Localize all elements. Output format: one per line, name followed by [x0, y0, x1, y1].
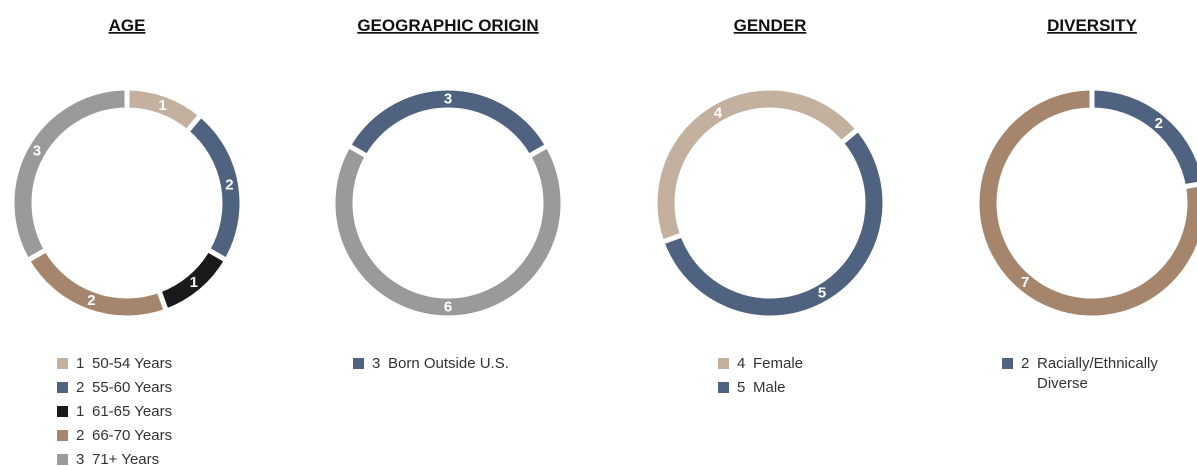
legend-swatch: [57, 358, 68, 369]
segment-label: 6: [444, 299, 452, 316]
legend: 1 50-54 Years 2 55-60 Years 1 61-65 Years 2 66-…: [57, 352, 172, 466]
donut-segment: [658, 125, 888, 321]
segment-label: 7: [1021, 274, 1029, 291]
legend-value: 2: [1021, 355, 1030, 372]
donut-segment: [330, 142, 566, 321]
chart-title: GENDER: [734, 16, 807, 35]
segment-label: 2: [1155, 115, 1163, 132]
segment-label: 2: [87, 292, 95, 309]
legend-item: 1 61-65 Years: [57, 400, 172, 424]
donut-segment: [1089, 85, 1197, 190]
legend-item: 5 Male: [718, 376, 803, 400]
legend-value: 1: [76, 355, 85, 372]
legend-swatch: [718, 382, 729, 393]
legend-label: 50-54 Years: [92, 355, 173, 372]
legend-swatch: [353, 358, 364, 369]
donut-segment: [9, 85, 130, 264]
donut-segment: [23, 246, 170, 321]
legend-swatch: [57, 454, 68, 465]
legend-value: 3: [76, 451, 85, 466]
legend-value: 4: [737, 355, 746, 372]
legend-value: 1: [76, 403, 85, 420]
legend-label: Female: [753, 355, 804, 372]
legend-label: 61-65 Years: [92, 403, 173, 420]
legend-value: 3: [372, 355, 381, 372]
chart-title: GEOGRAPHIC ORIGIN: [357, 16, 538, 35]
legend-value: 2: [76, 427, 85, 444]
legend-item: 2 Racially/Ethnically Diverse: [1002, 352, 1177, 394]
chart-title: DIVERSITY: [1047, 16, 1137, 35]
legend-label: 71+ Years: [92, 451, 160, 466]
donut-segment: [974, 85, 1197, 321]
segment-label: 3: [444, 91, 452, 108]
legend-item: 2 55-60 Years: [57, 376, 172, 400]
legend: 3 Born Outside U.S.: [353, 352, 509, 376]
legend-label: 66-70 Years: [92, 427, 173, 444]
legend-swatch: [1002, 358, 1013, 369]
legend-swatch: [57, 382, 68, 393]
legend-swatch: [57, 430, 68, 441]
segment-label: 3: [33, 143, 41, 160]
legend-label: Male: [753, 379, 786, 396]
legend-item: 1 50-54 Years: [57, 352, 172, 376]
legend-value: 5: [737, 379, 746, 396]
legend-label: Born Outside U.S.: [388, 355, 509, 372]
legend-swatch: [718, 358, 729, 369]
segment-label: 5: [818, 285, 826, 302]
segment-label: 2: [225, 176, 233, 193]
legend-item: 3 Born Outside U.S.: [353, 352, 509, 376]
segment-label: 4: [714, 104, 723, 121]
legend-swatch: [57, 406, 68, 417]
legend: 2 Racially/Ethnically Diverse: [1002, 352, 1177, 394]
donut-segment: [652, 85, 862, 246]
legend: 4 Female 5 Male: [718, 352, 803, 400]
legend-item: 3 71+ Years: [57, 448, 172, 466]
chart-title: AGE: [109, 16, 146, 35]
segment-label: 1: [190, 274, 198, 291]
legend-value: 2: [76, 379, 85, 396]
segment-label: 1: [158, 97, 166, 114]
legend-label: 55-60 Years: [92, 379, 173, 396]
legend-item: 4 Female: [718, 352, 803, 376]
donut-segment: [183, 111, 245, 264]
legend-label: Racially/Ethnically Diverse: [1037, 355, 1158, 392]
legend-item: 2 66-70 Years: [57, 424, 172, 448]
